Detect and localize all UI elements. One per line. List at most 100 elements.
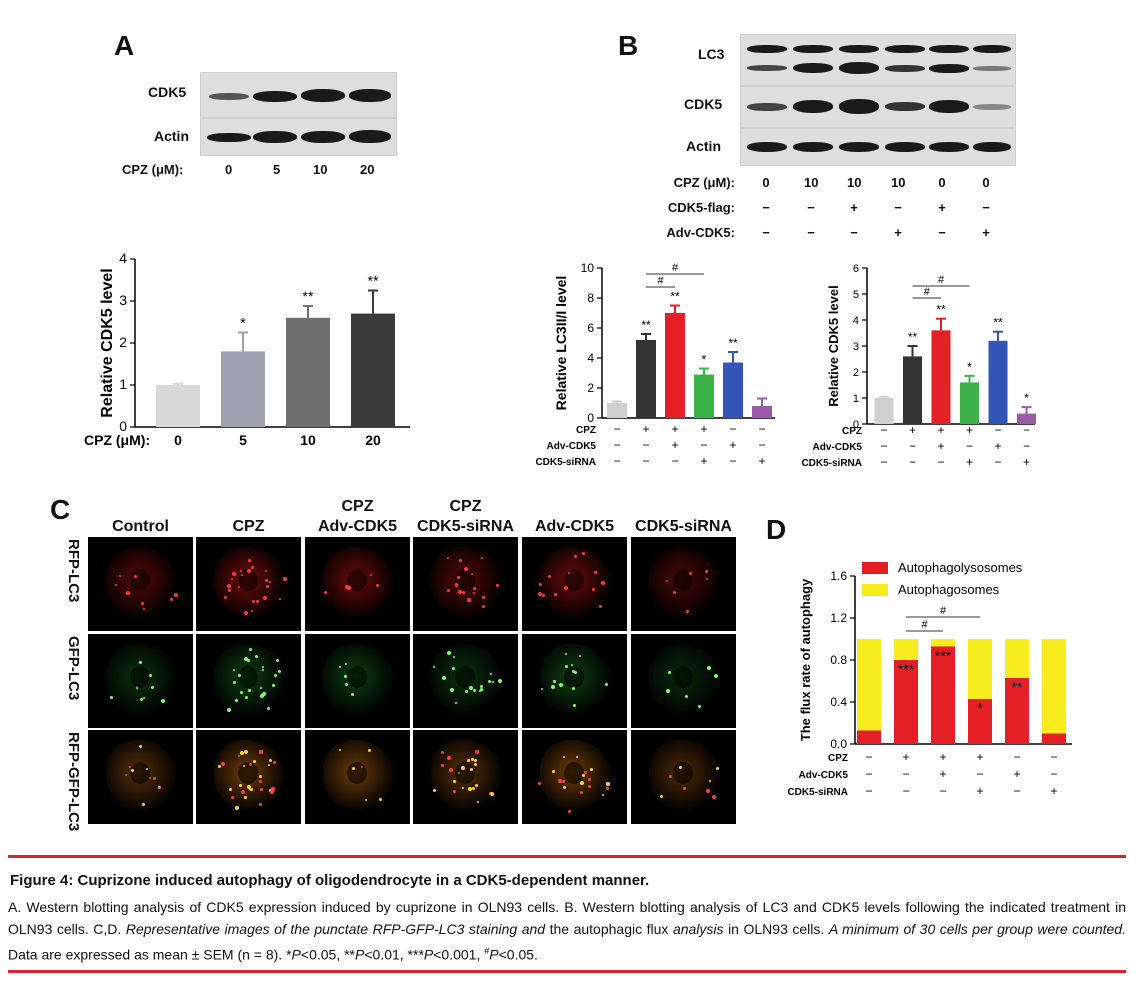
y-tick-label: 0 <box>587 411 594 425</box>
condition-value: − <box>976 767 983 781</box>
condition-value: + <box>937 439 944 453</box>
lc3-punctum <box>253 760 257 764</box>
lc3-punctum <box>252 600 256 604</box>
caption-text-3: the autophagic flux <box>545 921 673 937</box>
blot-b-cond-value: − <box>807 225 815 240</box>
cell-nucleus <box>673 666 693 688</box>
bar <box>221 351 265 427</box>
y-tick-label: 2 <box>119 334 127 350</box>
lc3-punctum <box>229 787 233 791</box>
lc3-punctum <box>678 766 682 770</box>
caption-text-9: <0.05, ** <box>300 946 355 963</box>
condition-value: − <box>994 455 1001 469</box>
lc3-punctum <box>469 767 473 771</box>
blot-b-label-cdk5: CDK5 <box>684 96 723 112</box>
lc3-punctum <box>467 598 472 603</box>
condition-value: − <box>966 439 973 453</box>
lc3-punctum <box>432 666 435 669</box>
blot-a-actin <box>200 118 397 156</box>
micrograph-tile <box>196 537 301 631</box>
y-tick-label: 4 <box>119 250 127 266</box>
lc3-punctum <box>260 686 263 689</box>
lc3-punctum <box>458 772 461 775</box>
lc3-punctum <box>548 574 552 578</box>
micrograph-tile <box>196 634 301 728</box>
legend-swatch <box>862 584 888 596</box>
lc3-punctum <box>279 598 282 601</box>
lc3-punctum <box>452 780 456 783</box>
lc3-punctum <box>572 670 576 674</box>
lc3-punctum <box>467 786 472 791</box>
cell-nucleus <box>564 666 584 688</box>
blot-b-cond-value: 0 <box>762 175 770 190</box>
lc3-punctum <box>324 591 328 595</box>
lc3-punctum <box>275 658 279 662</box>
condition-value: + <box>700 454 707 468</box>
lc3-punctum <box>139 698 143 702</box>
significance-mark: ** <box>303 288 314 304</box>
lc3-punctum <box>568 572 571 575</box>
lc3-punctum <box>244 610 249 615</box>
condition-value: − <box>758 438 765 452</box>
lc3-punctum <box>237 674 241 678</box>
lc3-punctum <box>447 589 451 593</box>
y-tick-label: 4 <box>587 351 594 365</box>
lc3-punctum <box>471 786 475 790</box>
bar <box>960 382 979 424</box>
lc3-punctum <box>704 570 708 574</box>
caption-text-4: analysis <box>672 921 724 937</box>
panel-b-letter: B <box>618 30 639 61</box>
lc3-punctum <box>142 608 145 611</box>
bar <box>156 385 200 427</box>
lc3-punctum <box>705 577 708 580</box>
lc3-punctum <box>247 784 252 789</box>
lc3-punctum <box>588 778 592 782</box>
cell-nucleus <box>455 762 475 784</box>
blot-b-cond-value: − <box>850 225 858 240</box>
cell-nucleus <box>130 762 150 784</box>
lc3-punctum <box>593 571 597 575</box>
lc3-punctum <box>159 787 162 790</box>
y-tick-label: 1 <box>853 393 859 405</box>
y-tick-label: 2 <box>853 367 859 379</box>
lc3-punctum <box>240 790 245 795</box>
lc3-punctum <box>441 764 445 768</box>
lc3-punctum <box>241 574 244 577</box>
lc3-punctum <box>711 795 716 800</box>
y-axis-label: Relative LC3II/I level <box>553 276 569 411</box>
condition-value: − <box>642 454 649 468</box>
stacked-bar-autophagosomes <box>931 639 955 647</box>
blot-a-cpz-5: 5 <box>273 162 281 177</box>
y-tick-label: 0.4 <box>830 695 847 709</box>
lc3-punctum <box>705 788 710 793</box>
lc3-punctum <box>338 748 341 751</box>
lc3-punctum <box>128 766 131 769</box>
caption-text-12: P <box>423 946 434 963</box>
lc3-punctum <box>554 593 558 597</box>
lc3-punctum <box>669 774 673 778</box>
lc3-punctum <box>345 585 350 590</box>
bar <box>903 356 922 424</box>
lc3-punctum <box>455 583 459 587</box>
lc3-punctum <box>458 590 463 595</box>
lc3-punctum <box>109 695 113 699</box>
lc3-punctum <box>601 794 604 797</box>
stacked-bar-autophagolysosomes <box>857 730 881 744</box>
micrograph-tile <box>522 634 627 728</box>
lc3-punctum <box>247 558 251 562</box>
blot-a-label-cdk5: CDK5 <box>148 84 187 100</box>
micrograph-tile <box>88 634 193 728</box>
lc3-punctum <box>538 782 542 786</box>
condition-value: + <box>976 750 983 764</box>
lc3-punctum <box>667 671 671 675</box>
condition-value: − <box>909 439 916 453</box>
lc3-punctum <box>579 791 583 795</box>
y-tick-label: 0 <box>119 418 127 434</box>
lc3-punctum <box>240 569 243 572</box>
stacked-bar-autophagosomes <box>894 639 918 660</box>
lc3-punctum <box>487 680 491 684</box>
lc3-punctum <box>268 759 272 763</box>
lc3-punctum <box>270 787 275 792</box>
lc3-punctum <box>457 576 461 580</box>
condition-value: − <box>909 455 916 469</box>
